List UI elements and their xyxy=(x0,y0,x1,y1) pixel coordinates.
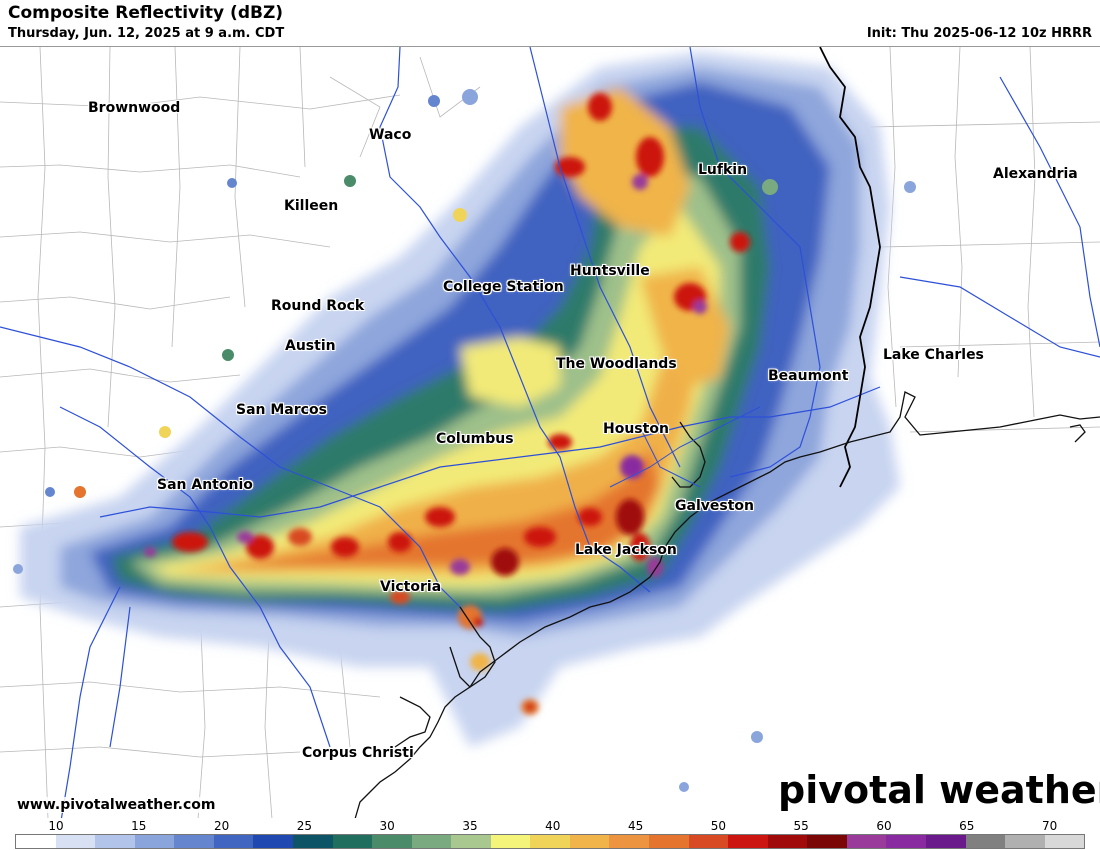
colorbar-swatch xyxy=(372,835,412,848)
valid-time: Thursday, Jun. 12, 2025 at 9 a.m. CDT xyxy=(8,26,285,41)
colorbar-tick-label: 25 xyxy=(296,819,313,833)
roads xyxy=(609,406,761,488)
colorbar-swatch xyxy=(332,835,373,848)
colorbar-tick-label: 30 xyxy=(379,819,395,833)
website-link[interactable]: www.pivotalweather.com xyxy=(14,797,219,813)
colorbar-swatch xyxy=(530,835,570,848)
colorbar: 10 15 20 25 30 35 40 45 50 55 60 65 70 xyxy=(0,818,1100,850)
radar-echoes xyxy=(20,52,900,747)
city-label: Galveston xyxy=(675,498,754,514)
radar-map[interactable]: Brownwood Waco Killeen Lufkin Alexandria… xyxy=(0,46,1100,819)
brand-logo: pivotal weather xyxy=(778,768,1100,812)
colorbar-tick-label: 60 xyxy=(876,819,892,833)
city-label: Lake Jackson xyxy=(575,542,677,558)
colorbar-tick-label: 45 xyxy=(627,819,644,833)
colorbar-swatch xyxy=(569,835,610,848)
city-label: College Station xyxy=(443,279,564,295)
city-label: Austin xyxy=(285,338,336,354)
chart-title: Composite Reflectivity (dBZ) xyxy=(8,3,284,23)
init-time: Init: Thu 2025-06-12 10z HRRR xyxy=(866,26,1092,41)
city-label: The Woodlands xyxy=(556,356,677,372)
colorbar-tick-label: 35 xyxy=(462,819,478,833)
city-label: Lufkin xyxy=(698,162,748,178)
colorbar-swatch xyxy=(134,835,175,848)
colorbar-swatch xyxy=(965,835,1006,848)
city-label: San Marcos xyxy=(236,402,327,418)
coastline xyxy=(354,391,1100,819)
header: Composite Reflectivity (dBZ) Thursday, J… xyxy=(0,0,1100,46)
colorbar-swatch xyxy=(1005,835,1045,848)
colorbar-swatch xyxy=(846,835,887,848)
city-label: Beaumont xyxy=(768,368,849,384)
colorbar-tick-label: 50 xyxy=(710,819,727,833)
city-label: Lake Charles xyxy=(883,347,984,363)
colorbar-swatch xyxy=(886,835,926,848)
colorbar-tick-label: 65 xyxy=(959,819,975,833)
city-label: Corpus Christi xyxy=(302,745,414,761)
city-label: Alexandria xyxy=(993,166,1078,182)
city-label: Columbus xyxy=(436,431,514,447)
colorbar-swatch xyxy=(490,835,531,848)
city-label: Round Rock xyxy=(271,298,365,314)
colorbar-tick-label: 55 xyxy=(793,819,809,833)
colorbar-tick-label: 10 xyxy=(48,819,64,833)
scattered-cells xyxy=(13,89,916,792)
colorbar-swatch xyxy=(174,835,214,848)
map-graphics xyxy=(0,47,1100,819)
state-line xyxy=(819,47,881,488)
colorbar-swatch xyxy=(213,835,254,848)
colorbar-tick-label: 20 xyxy=(213,819,230,833)
colorbar-tick-label: 40 xyxy=(545,819,561,833)
brand-wordmark: pivotal weather xyxy=(778,768,1100,812)
city-label: Waco xyxy=(369,127,412,143)
city-label: Huntsville xyxy=(570,263,650,279)
city-label: Brownwood xyxy=(88,100,181,116)
storm-cores xyxy=(144,93,750,715)
colorbar-swatch xyxy=(728,835,768,848)
colorbar-swatch xyxy=(292,835,333,848)
colorbar-swatch xyxy=(451,835,491,848)
colorbar-swatch xyxy=(55,835,96,848)
city-label: Houston xyxy=(603,421,669,437)
colorbar-swatch xyxy=(688,835,729,848)
colorbar-swatch xyxy=(925,835,966,848)
city-label: Victoria xyxy=(380,579,442,595)
colorbar-swatch xyxy=(1044,835,1085,848)
rivers xyxy=(0,47,1100,819)
colorbar-swatch xyxy=(411,835,452,848)
colorbar-tick-label: 15 xyxy=(131,819,147,833)
colorbar-swatch xyxy=(649,835,689,848)
colorbar-tick-label: 70 xyxy=(1041,819,1058,833)
colorbar-swatch xyxy=(16,835,56,848)
city-label: Killeen xyxy=(284,198,339,214)
colorbar-swatches xyxy=(15,834,1085,849)
colorbar-swatch xyxy=(609,835,649,848)
colorbar-swatch xyxy=(807,835,847,848)
colorbar-swatch xyxy=(767,835,808,848)
colorbar-swatch xyxy=(95,835,135,848)
city-label: San Antonio xyxy=(157,477,253,493)
colorbar-swatch xyxy=(253,835,293,848)
